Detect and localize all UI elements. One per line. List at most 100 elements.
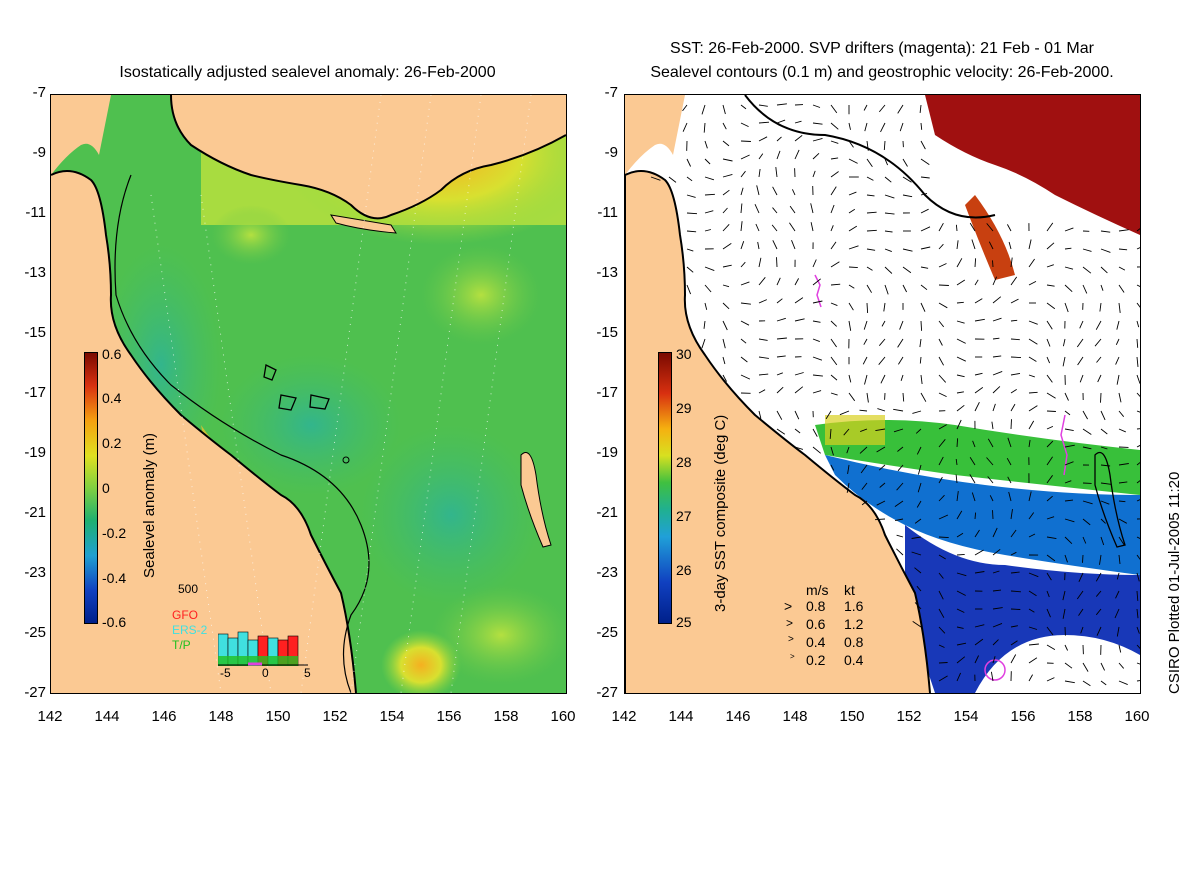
- velocity-arrow: [840, 411, 849, 415]
- velocity-arrow: [831, 375, 837, 380]
- velocity-arrow: [831, 393, 838, 395]
- velocity-arrow: [813, 429, 817, 437]
- velocity-arrow: [1065, 228, 1073, 231]
- y-tick: -11: [572, 204, 618, 221]
- velocity-arrow: [705, 194, 715, 195]
- velocity-arrow: [1101, 429, 1107, 434]
- velocity-arrow: [723, 303, 729, 309]
- velocity-arrow: [912, 411, 921, 413]
- velocity-arrow: [705, 177, 714, 180]
- y-tick: -27: [0, 684, 46, 701]
- velocity-arrow: [777, 299, 782, 303]
- velocity-arrow: [1029, 281, 1036, 285]
- velocity-arrow: [1063, 339, 1065, 346]
- velocity-arrow: [1097, 357, 1102, 363]
- velocity-arrow: [1007, 224, 1011, 231]
- velocity-arrow: [975, 373, 983, 375]
- velocity-arrow: [1011, 357, 1021, 358]
- velocity-arrow: [939, 244, 943, 249]
- velocity-arrow: [864, 339, 867, 345]
- velocity-arrow: [1117, 375, 1119, 385]
- velocity-arrow: [867, 393, 868, 403]
- velocity-arrow: [687, 213, 697, 214]
- velocity-arrow: [813, 375, 823, 376]
- velocity-arrow: [957, 258, 962, 267]
- legend-kt: 1.6: [844, 598, 863, 614]
- velocity-arrow: [867, 195, 875, 196]
- velocity-arrow: [903, 159, 908, 167]
- velocity-arrow: [723, 105, 725, 114]
- cbar-tick: 0.2: [102, 435, 121, 451]
- velocity-arrow: [993, 356, 1001, 357]
- velocity-arrow: [831, 105, 837, 113]
- velocity-arrow: [1029, 240, 1031, 250]
- velocity-arrow: [831, 357, 837, 365]
- velocity-arrow: [813, 153, 819, 159]
- velocity-arrow: [921, 303, 925, 312]
- velocity-arrow: [1029, 339, 1037, 344]
- velocity-arrow: [687, 159, 691, 167]
- velocity-arrow: [957, 375, 965, 377]
- velocity-arrow: [773, 187, 777, 195]
- cbar-tick: 0.6: [102, 346, 121, 362]
- cbar-tick: 30: [676, 346, 692, 362]
- inset-max-label: 500: [178, 582, 198, 596]
- velocity-arrow: [1047, 265, 1054, 267]
- velocity-arrow: [741, 171, 746, 177]
- velocity-arrow: [1029, 675, 1033, 681]
- velocity-arrow: [1011, 419, 1012, 429]
- velocity-arrow: [1047, 393, 1056, 398]
- cbar-tick: -0.2: [102, 525, 126, 541]
- velocity-arrow: [849, 209, 855, 213]
- velocity-arrow: [956, 225, 957, 231]
- velocity-arrow: [849, 192, 856, 195]
- velocity-arrow: [993, 371, 1002, 375]
- velocity-arrow: [993, 260, 994, 267]
- velocity-arrow: [759, 339, 768, 340]
- inset-histogram: [218, 628, 310, 666]
- velocity-arrow: [1047, 411, 1056, 412]
- x-tick: 150: [258, 708, 298, 725]
- velocity-arrow: [920, 105, 921, 113]
- velocity-arrow: [1116, 339, 1119, 345]
- velocity-arrow: [885, 249, 892, 252]
- velocity-arrow: [898, 357, 903, 364]
- velocity-arrow: [865, 375, 868, 385]
- velocity-arrow: [723, 141, 729, 146]
- velocity-arrow: [813, 171, 815, 177]
- cbar-tick: -0.6: [102, 614, 126, 630]
- velocity-arrow: [879, 357, 885, 365]
- velocity-arrow: [831, 225, 833, 231]
- velocity-arrow: [813, 301, 822, 303]
- velocity-arrow: [849, 321, 851, 331]
- velocity-arrow: [1011, 404, 1015, 411]
- velocity-arrow: [884, 141, 885, 150]
- velocity-arrow: [813, 123, 823, 124]
- velocity-arrow: [741, 375, 750, 379]
- velocity-arrow: [864, 321, 867, 330]
- velocity-arrow: [1065, 411, 1070, 415]
- velocity-arrow: [705, 211, 713, 213]
- velocity-arrow: [849, 285, 854, 288]
- velocity-arrow: [957, 392, 964, 393]
- velocity-arrow: [1029, 375, 1035, 377]
- velocity-arrow: [849, 123, 851, 130]
- legend-kt: 0.4: [844, 652, 863, 668]
- velocity-arrow: [867, 267, 873, 270]
- velocity-arrow: [813, 260, 816, 268]
- velocity-arrow: [893, 409, 903, 411]
- velocity-arrow: [921, 375, 922, 384]
- velocity-arrow: [1047, 285, 1055, 286]
- velocity-arrow: [939, 663, 948, 664]
- velocity-arrow: [993, 510, 994, 519]
- velocity-arrow: [957, 554, 965, 555]
- velocity-arrow: [1065, 248, 1071, 249]
- y-tick: -17: [0, 384, 46, 401]
- velocity-arrow: [756, 224, 759, 231]
- velocity-arrow: [1029, 357, 1036, 362]
- velocity-arrow: [772, 225, 777, 231]
- cbar-tick: 25: [676, 614, 692, 630]
- velocity-arrow: [1080, 375, 1083, 382]
- x-tick: 144: [661, 708, 701, 725]
- y-tick: -19: [0, 444, 46, 461]
